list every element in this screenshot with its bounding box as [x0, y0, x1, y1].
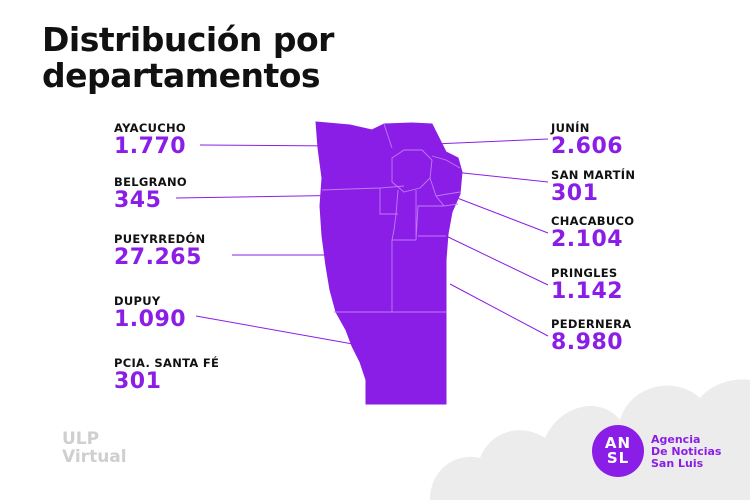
- dept-ayacucho: AYACUCHO 1.770: [114, 121, 186, 159]
- dept-pcia-santa-fe: PCIA. SANTA FÉ 301: [114, 356, 219, 394]
- dept-value: 345: [114, 188, 162, 213]
- dept-value: 301: [551, 181, 599, 206]
- leader-ayacucho: [199, 144, 341, 147]
- dept-san-martin: SAN MARTÍN 301: [551, 168, 635, 206]
- dept-name: DUPUY: [114, 294, 161, 308]
- province-map: [315, 121, 463, 405]
- ansl-badge-line-1: AN: [604, 434, 632, 452]
- ansl-badge-line-2: SL: [606, 449, 630, 467]
- ansl-logo-badge: AN SL: [592, 425, 644, 477]
- dept-name: AYACUCHO: [114, 121, 186, 135]
- title-line-2: departamentos: [42, 56, 321, 95]
- dept-value: 301: [114, 369, 162, 394]
- leader-pringles: [445, 235, 549, 286]
- cloud-decoration: [430, 379, 750, 500]
- dept-name: PUEYRREDÓN: [114, 232, 206, 246]
- ulp-logo-line-2: Virtual: [62, 447, 127, 467]
- leader-chacabuco: [451, 195, 549, 234]
- leader-junin: [433, 138, 549, 145]
- agency-name-line-2: De Noticias: [651, 445, 722, 458]
- dept-chacabuco: CHACABUCO 2.104: [551, 214, 634, 252]
- dept-value: 1.770: [114, 134, 187, 159]
- agency-name: Agencia De Noticias San Luis: [651, 434, 721, 470]
- dept-value: 27.265: [114, 245, 202, 270]
- agency-name-line-1: Agencia: [651, 433, 701, 446]
- dept-value: 1.142: [551, 279, 624, 304]
- dept-pedernera: PEDERNERA 8.980: [551, 317, 631, 355]
- agency-name-line-3: San Luis: [651, 457, 704, 470]
- dept-name: PRINGLES: [551, 266, 618, 280]
- dept-belgrano: BELGRANO 345: [114, 175, 187, 213]
- leader-dupuy: [195, 315, 365, 347]
- dept-pringles: PRINGLES 1.142: [551, 266, 623, 304]
- dept-dupuy: DUPUY 1.090: [114, 294, 186, 332]
- dept-name: PEDERNERA: [551, 317, 632, 331]
- dept-value: 1.090: [114, 307, 187, 332]
- dept-value: 2.104: [551, 227, 624, 252]
- leader-lines: [175, 138, 549, 347]
- ulp-logo-line-1: ULP: [62, 429, 100, 449]
- dept-name: PCIA. SANTA FÉ: [114, 356, 220, 370]
- dept-name: CHACABUCO: [551, 214, 635, 228]
- ulp-virtual-logo: ULP Virtual: [62, 430, 127, 466]
- leader-belgrano: [175, 194, 361, 199]
- dept-name: BELGRANO: [114, 175, 187, 189]
- leader-san-martin: [453, 171, 549, 183]
- dept-value: 2.606: [551, 134, 624, 159]
- dept-name: SAN MARTÍN: [551, 168, 636, 182]
- title-line-1: Distribución por: [42, 20, 334, 59]
- page-title: Distribución por departamentos: [42, 22, 334, 94]
- dept-name: JUNÍN: [551, 121, 590, 135]
- department-borders: [321, 123, 461, 313]
- dept-value: 8.980: [551, 330, 624, 355]
- leader-pedernera: [449, 283, 549, 337]
- dept-pueyrredon: PUEYRREDÓN 27.265: [114, 232, 205, 270]
- dept-junin: JUNÍN 2.606: [551, 121, 623, 159]
